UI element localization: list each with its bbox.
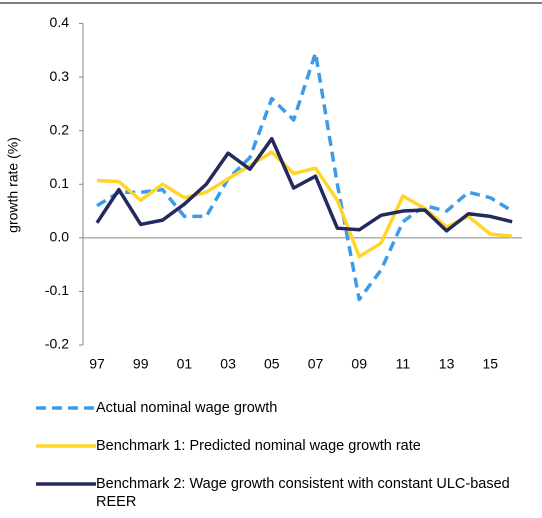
series-line <box>96 51 514 302</box>
x-tick-label: 03 <box>220 356 236 372</box>
x-tick-label: 97 <box>89 356 105 372</box>
y-tick-label: -0.2 <box>45 336 69 352</box>
y-tick-label: -0.1 <box>45 282 69 298</box>
y-tick-label: 0.3 <box>50 68 70 84</box>
x-tick-label: 15 <box>483 356 499 372</box>
chart: growth rate (%) -0.2 -0.1 0.0 0.1 0.2 0.3 0.4 9… <box>0 2 542 372</box>
y-tick-label: 0.0 <box>50 229 70 245</box>
x-tick-label: 09 <box>351 356 367 372</box>
legend-swatch <box>36 482 96 486</box>
y-tick-label: 0.4 <box>50 14 70 30</box>
x-tick-label: 13 <box>439 356 455 372</box>
x-tick-label: 05 <box>264 356 280 372</box>
series-line <box>95 136 513 233</box>
legend-item: Benchmark 1: Predicted nominal wage grow… <box>34 434 534 458</box>
x-tick-label: 01 <box>177 356 193 372</box>
x-tick-label: 11 <box>396 356 411 372</box>
x-tick-label: 99 <box>133 356 149 372</box>
legend: Actual nominal wage growth Benchmark 1: P… <box>34 396 534 518</box>
legend-item: Benchmark 2: Wage growth consistent with… <box>34 472 534 511</box>
y-axis-label: growth rate (%) <box>5 137 21 233</box>
y-tick-label: 0.1 <box>50 175 70 191</box>
legend-label: Benchmark 1: Predicted nominal wage grow… <box>96 438 421 454</box>
y-tick-label: 0.2 <box>50 121 70 137</box>
legend-swatch <box>36 444 96 448</box>
legend-label: Actual nominal wage growth <box>96 400 278 416</box>
legend-label: Benchmark 2: Wage growth consistent with… <box>96 476 510 510</box>
legend-swatch <box>36 406 96 410</box>
series-line <box>96 150 513 259</box>
x-tick-label: 07 <box>308 356 324 372</box>
legend-item: Actual nominal wage growth <box>34 396 534 420</box>
